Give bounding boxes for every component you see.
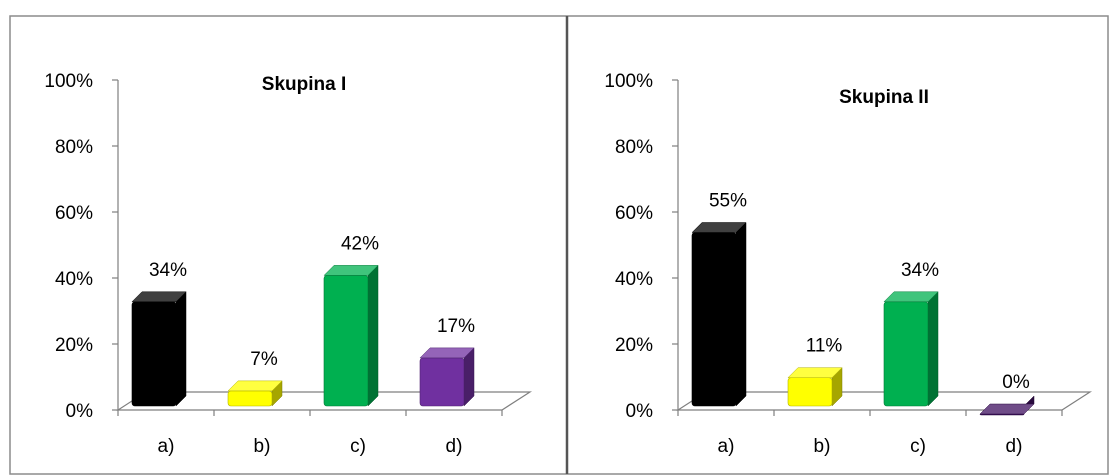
y-tick-label: 80% [615,137,653,158]
data-label: 0% [1002,372,1030,393]
x-tick-label: a) [158,436,175,457]
bar-side-face [175,291,187,407]
y-tick-label: 0% [66,401,94,422]
y-tick-label: 100% [44,71,93,92]
y-tick-label: 60% [615,203,653,224]
x-tick-label: d) [1006,436,1023,457]
bar-front-face [131,301,177,407]
x-tick-label: c) [350,436,366,457]
y-tick-label: 100% [604,71,653,92]
bar-front-face [883,301,929,407]
x-tick-label: d) [446,436,463,457]
bar-top-face [227,380,283,392]
data-label: 42% [341,233,379,254]
bar-top-face [787,367,843,378]
bar-side-face [927,291,939,407]
data-label: 17% [437,316,475,337]
bar-d [979,395,1035,416]
bar-top-face [691,222,747,233]
bar-side-face [735,221,747,407]
bar-front-face [419,357,465,407]
bar-front-face [323,275,369,407]
data-label: 11% [806,336,843,357]
chart-panel-skupina-2: Skupina II 0% 20% 40% 60% 80% 100% 55% a) 11% b) 3… [604,71,1093,457]
data-label: 55% [709,191,747,212]
bar-front-face [691,232,737,407]
bar-a [131,291,187,407]
bar-c [883,291,939,407]
chart-panel-skupina-1: Skupina I 0% 20% 40% 60% 80% 100% 34% a) 7% b) 42%… [44,71,533,457]
data-label: 34% [149,260,187,281]
y-tick-label: 40% [55,269,93,290]
bar-top-face [131,291,187,303]
y-tick-label: 60% [55,203,93,224]
bar-top-face [883,291,939,303]
chart-title: Skupina I [262,74,346,95]
outer-frame [9,15,1109,475]
y-tick-label: 20% [55,335,93,356]
x-tick-label: b) [814,436,831,457]
bar-b [787,367,843,407]
bar-d [419,347,475,407]
y-tick-label: 0% [626,401,654,422]
y-tick-label: 40% [615,269,653,290]
y-tick-label: 20% [615,335,653,356]
x-tick-label: b) [254,436,271,457]
bar-top-face [419,347,475,359]
data-label: 34% [901,260,939,281]
chart-title: Skupina II [839,87,929,108]
bar-b [227,380,283,407]
x-tick-label: c) [910,436,926,457]
bar-top-face [323,265,379,276]
y-tick-label: 80% [55,137,93,158]
data-label: 7% [250,349,278,370]
bar-top-face [979,403,1035,415]
bar-front-face [227,390,273,407]
bar-side-face [367,264,379,407]
bar-c [323,264,379,407]
bar-front-face [787,377,833,407]
x-tick-label: a) [718,436,735,457]
bar-a [691,221,747,407]
